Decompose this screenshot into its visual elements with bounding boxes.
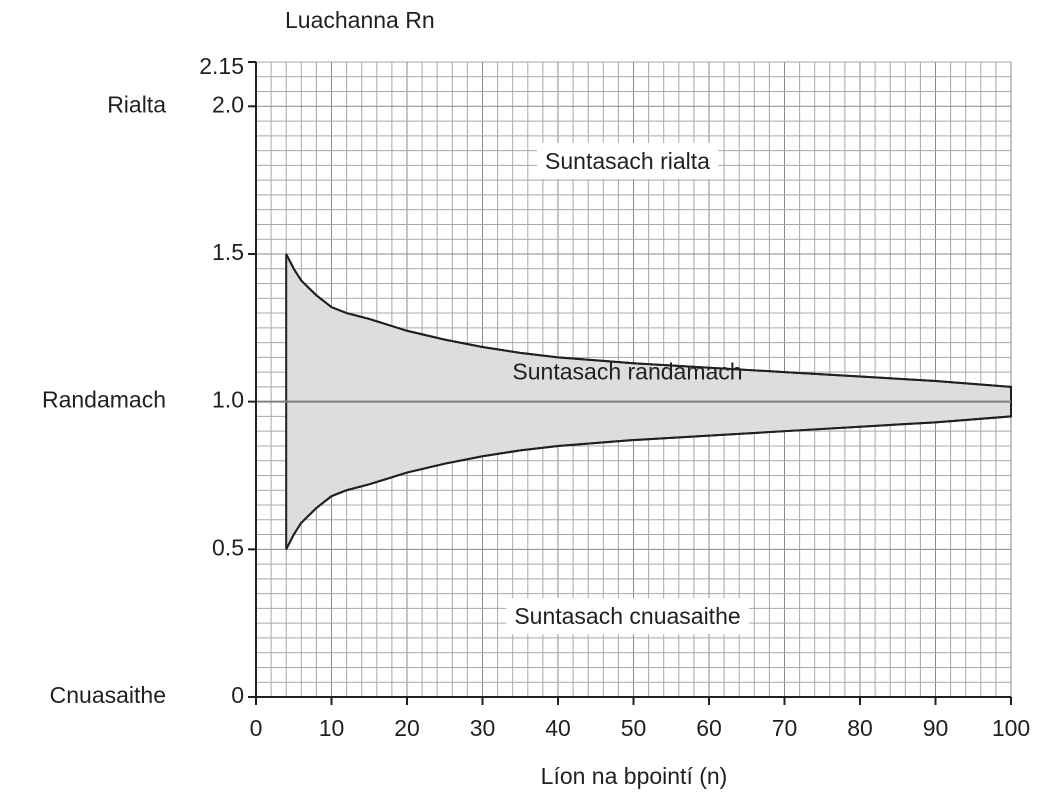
y-tick-label: 0 bbox=[231, 682, 244, 708]
y-side-label: Rialta bbox=[107, 91, 166, 117]
lower-line bbox=[285, 415, 1012, 550]
upper-line bbox=[285, 253, 1012, 388]
x-tick-label: 60 bbox=[696, 715, 722, 741]
annotation: Suntasach rialta bbox=[545, 148, 710, 174]
x-tick-label: 80 bbox=[847, 715, 873, 741]
y-side-label: Cnuasaithe bbox=[50, 682, 166, 708]
x-tick-label: 70 bbox=[772, 715, 798, 741]
y-axis-title: Luachanna Rn bbox=[285, 7, 435, 33]
x-tick-label: 90 bbox=[923, 715, 949, 741]
annotation: Suntasach randamach bbox=[512, 359, 742, 385]
y-tick-label: 1.0 bbox=[212, 387, 244, 413]
x-tick-label: 50 bbox=[621, 715, 647, 741]
annotation: Suntasach cnuasaithe bbox=[514, 603, 740, 629]
y-side-label: Randamach bbox=[42, 387, 166, 413]
x-tick-label: 100 bbox=[992, 715, 1030, 741]
y-tick-label: 0.5 bbox=[212, 534, 244, 560]
x-tick-label: 0 bbox=[250, 715, 263, 741]
x-axis-title: Líon na bpointí (n) bbox=[541, 763, 728, 789]
x-tick-label: 10 bbox=[319, 715, 345, 741]
annotation-bg bbox=[537, 143, 719, 180]
x-tick-label: 30 bbox=[470, 715, 496, 741]
x-tick-label: 40 bbox=[545, 715, 571, 741]
y-tick-label: 1.5 bbox=[212, 239, 244, 265]
y-tick-label: 2.0 bbox=[212, 91, 244, 117]
y-tick-label: 2.15 bbox=[199, 53, 244, 79]
x-tick-label: 20 bbox=[394, 715, 420, 741]
annotation-bg bbox=[506, 598, 749, 635]
